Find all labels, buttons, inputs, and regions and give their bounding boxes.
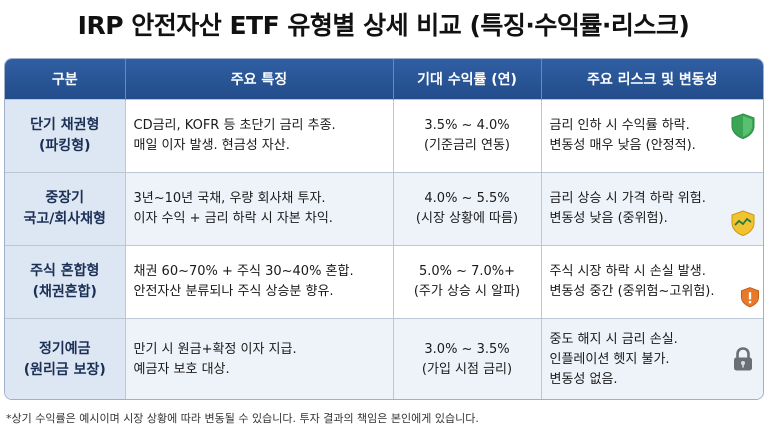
risk-line: 변동성 없음.	[549, 372, 618, 388]
return-range: 3.5% ~ 4.0%	[424, 118, 510, 133]
row-return: 4.0% ~ 5.5% (시장 상황에 따름)	[393, 172, 542, 246]
table-row: 단기 채권형 (파킹형) CD금리, KOFR 등 초단기 금리 추종. 매일 …	[5, 99, 763, 173]
row-features: 3년~10년 국채, 우량 회사채 투자. 이자 수익 + 금리 하락 시 자본…	[125, 172, 394, 246]
table-row: 주식 혼합형 (채권혼합) 채권 60~70% + 주식 30~40% 혼합. …	[5, 245, 763, 319]
feature-line: 예금자 보호 대상.	[133, 362, 230, 378]
category-line: 중장기	[45, 190, 85, 206]
return-note: (시장 상황에 따름)	[415, 211, 519, 226]
risk-line: 금리 상승 시 가격 하락 위험.	[549, 191, 706, 206]
return-note: (가입 시점 금리)	[421, 362, 513, 378]
row-category: 중장기 국고/회사채형	[5, 172, 126, 246]
risk-line: 금리 인하 시 수익률 하락.	[549, 118, 690, 133]
category-line: 정기예금	[38, 341, 91, 358]
orange-warning-shield-icon	[740, 287, 760, 308]
category-line: 국고/회사채형	[23, 211, 106, 227]
return-range: 4.0% ~ 5.5%	[424, 191, 510, 206]
category-line: 주식 혼합형	[30, 263, 100, 279]
table-header-row: 구분 주요 특징 기대 수익률 (연) 주요 리스크 및 변동성	[5, 59, 763, 100]
category-line: (원리금 보장)	[23, 362, 106, 379]
row-category: 주식 혼합형 (채권혼합)	[5, 245, 126, 319]
feature-line: 채권 60~70% + 주식 30~40% 혼합.	[133, 264, 354, 279]
return-note: (주가 상승 시 알파)	[413, 284, 521, 299]
feature-line: 3년~10년 국채, 우량 회사채 투자.	[133, 191, 326, 206]
disclaimer-footnote: *상기 수익률은 예시이며 시장 상황에 따라 변동될 수 있습니다. 투자 결…	[6, 412, 479, 425]
page-title: IRP 안전자산 ETF 유형별 상세 비교 (특징·수익률·리스크)	[77, 11, 690, 40]
header-expected-return: 기대 수익률 (연)	[393, 59, 542, 100]
risk-line: 변동성 중간 (중위험~고위험).	[549, 284, 715, 299]
category-line: (채권혼합)	[32, 284, 97, 300]
row-features: CD금리, KOFR 등 초단기 금리 추종. 매일 이자 발생. 현금성 자산…	[125, 99, 394, 173]
risk-line: 중도 해지 시 금리 손실.	[549, 332, 678, 348]
row-category: 정기예금 (원리금 보장)	[5, 318, 126, 399]
category-line: 단기 채권형	[30, 117, 100, 133]
category-line: (파킹형)	[39, 138, 91, 154]
feature-line: 안전자산 분류되나 주식 상승분 향유.	[133, 284, 334, 299]
header-risk: 주요 리스크 및 변동성	[541, 59, 763, 100]
row-return: 3.5% ~ 4.0% (기준금리 연동)	[393, 99, 542, 173]
row-category: 단기 채권형 (파킹형)	[5, 99, 126, 173]
row-risk: 금리 인하 시 수익률 하락. 변동성 매우 낮음 (안정적).	[541, 99, 763, 173]
feature-line: CD금리, KOFR 등 초단기 금리 추종.	[133, 118, 336, 133]
row-features: 만기 시 원금+확정 이자 지급. 예금자 보호 대상.	[125, 318, 394, 399]
feature-line: 매일 이자 발생. 현금성 자산.	[133, 138, 290, 153]
row-return: 5.0% ~ 7.0%+ (주가 상승 시 알파)	[393, 245, 542, 319]
table-row: 중장기 국고/회사채형 3년~10년 국채, 우량 회사채 투자. 이자 수익 …	[5, 172, 763, 246]
risk-line: 인플레이션 헷지 불가.	[549, 352, 670, 368]
return-range: 3.0% ~ 3.5%	[424, 342, 510, 358]
return-range: 5.0% ~ 7.0%+	[418, 264, 516, 279]
row-risk: 금리 상승 시 가격 하락 위험. 변동성 낮음 (중위험).	[541, 172, 763, 246]
table-row: 정기예금 (원리금 보장) 만기 시 원금+확정 이자 지급. 예금자 보호 대…	[5, 318, 763, 399]
feature-line: 이자 수익 + 금리 하락 시 자본 차익.	[133, 211, 333, 226]
row-risk: 중도 해지 시 금리 손실. 인플레이션 헷지 불가. 변동성 없음.	[541, 318, 763, 399]
comparison-table: 구분 주요 특징 기대 수익률 (연) 주요 리스크 및 변동성 단기 채권형 …	[4, 58, 764, 400]
row-return: 3.0% ~ 3.5% (가입 시점 금리)	[393, 318, 542, 399]
risk-line: 주식 시장 하락 시 손실 발생.	[549, 264, 706, 279]
risk-line: 변동성 낮음 (중위험).	[549, 211, 668, 226]
return-note: (기준금리 연동)	[423, 138, 511, 153]
feature-line: 만기 시 원금+확정 이자 지급.	[133, 342, 297, 358]
header-category: 구분	[5, 59, 126, 100]
row-risk: 주식 시장 하락 시 손실 발생. 변동성 중간 (중위험~고위험).	[541, 245, 763, 319]
green-shield-icon	[731, 113, 755, 140]
header-features: 주요 특징	[125, 59, 394, 100]
row-features: 채권 60~70% + 주식 30~40% 혼합. 안전자산 분류되나 주식 상…	[125, 245, 394, 319]
gray-padlock-icon	[734, 347, 752, 371]
yellow-shield-chart-icon	[731, 210, 755, 237]
risk-line: 변동성 매우 낮음 (안정적).	[549, 138, 696, 153]
